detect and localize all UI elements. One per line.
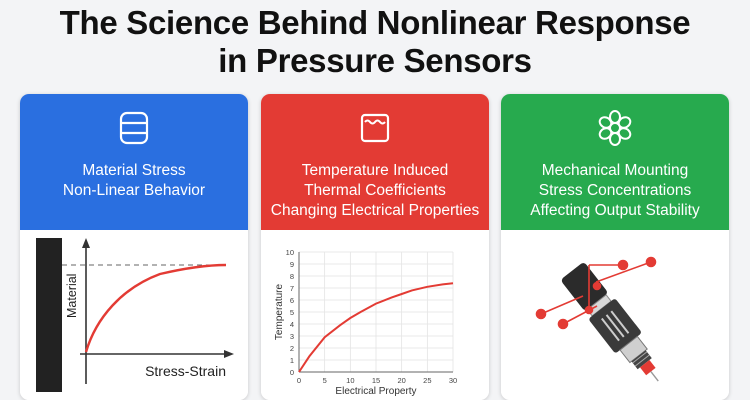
x-tick-label: 5 xyxy=(323,376,327,385)
x-tick-label: 25 xyxy=(423,376,431,385)
card-line-1: Material Stress xyxy=(82,162,186,179)
card-line-3: Changing Electrical Properties xyxy=(270,202,480,219)
y-axis-arrow xyxy=(82,238,90,248)
y-tick-label: 1 xyxy=(290,356,294,365)
card-header: Mechanical Mounting Stress Concentration… xyxy=(501,94,729,230)
y-tick-label: 8 xyxy=(290,272,294,281)
nonlinear-curve xyxy=(84,263,227,353)
card-chart: 0 1 2 3 4 5 6 7 8 9 10 0 5 10 15 20 25 30 Temperature Ele… xyxy=(261,230,489,400)
card-line-2: Thermal Coefficients xyxy=(304,182,446,199)
card-illustration xyxy=(501,230,729,400)
sensor-body xyxy=(561,263,659,382)
card-line-2: Stress Concentrations xyxy=(538,182,692,199)
database-stack-icon xyxy=(119,111,149,145)
card-mechanical-mounting: Mechanical Mounting Stress Concentration… xyxy=(501,94,729,400)
title-line-1: The Science Behind Nonlinear Response xyxy=(59,4,691,41)
y-tick-label: 7 xyxy=(290,284,294,293)
x-axis-label: Stress-Strain xyxy=(145,363,226,379)
y-axis-label: Material xyxy=(65,274,79,318)
chart-y-label: Temperature xyxy=(274,283,285,340)
y-tick-label: 2 xyxy=(290,344,294,353)
card-line-2: Non-Linear Behavior xyxy=(62,182,206,199)
y-tick-label: 6 xyxy=(290,296,294,305)
x-tick-label: 30 xyxy=(449,376,457,385)
y-tick-label: 9 xyxy=(290,260,294,269)
title-line-2: in Pressure Sensors xyxy=(218,42,532,79)
stress-strain-illustration: Material Stress-Strain xyxy=(36,238,234,392)
card-header: Temperature Induced Thermal Coefficients… xyxy=(261,94,489,230)
stress-concentration-markers xyxy=(535,256,657,330)
card-line-1: Temperature Induced xyxy=(301,162,449,179)
y-tick-label: 10 xyxy=(286,248,294,257)
card-temperature: Temperature Induced Thermal Coefficients… xyxy=(261,94,489,400)
card-text: Mechanical Mounting Stress Concentration… xyxy=(501,161,729,221)
card-text: Temperature Induced Thermal Coefficients… xyxy=(261,161,489,221)
heated-container-icon xyxy=(360,113,390,143)
material-block xyxy=(36,238,62,392)
x-tick-label: 15 xyxy=(372,376,380,385)
pressure-sensor-illustration xyxy=(535,256,659,382)
y-tick-label: 5 xyxy=(290,308,294,317)
chart-x-label: Electrical Property xyxy=(335,386,416,397)
x-tick-label: 10 xyxy=(346,376,354,385)
y-tick-label: 0 xyxy=(290,368,294,377)
series-line xyxy=(298,282,454,373)
temperature-chart: 0 1 2 3 4 5 6 7 8 9 10 0 5 10 15 20 25 30 Temperature Ele… xyxy=(274,248,457,397)
card-text: Material Stress Non-Linear Behavior xyxy=(20,161,248,201)
card-line-3: Affecting Output Stability xyxy=(530,202,700,219)
flower-gear-icon xyxy=(598,110,632,146)
x-tick-label: 20 xyxy=(397,376,405,385)
card-material-stress: Material Stress Non-Linear Behavior Mate… xyxy=(20,94,248,400)
y-tick-label: 4 xyxy=(290,320,294,329)
card-illustration: Material Stress-Strain xyxy=(20,230,248,400)
y-tick-label: 3 xyxy=(290,332,294,341)
page-title: The Science Behind Nonlinear Response in… xyxy=(0,4,750,80)
x-tick-label: 0 xyxy=(297,376,301,385)
x-axis-arrow xyxy=(224,350,234,358)
card-header: Material Stress Non-Linear Behavior xyxy=(20,94,248,230)
card-line-1: Mechanical Mounting xyxy=(541,162,689,179)
